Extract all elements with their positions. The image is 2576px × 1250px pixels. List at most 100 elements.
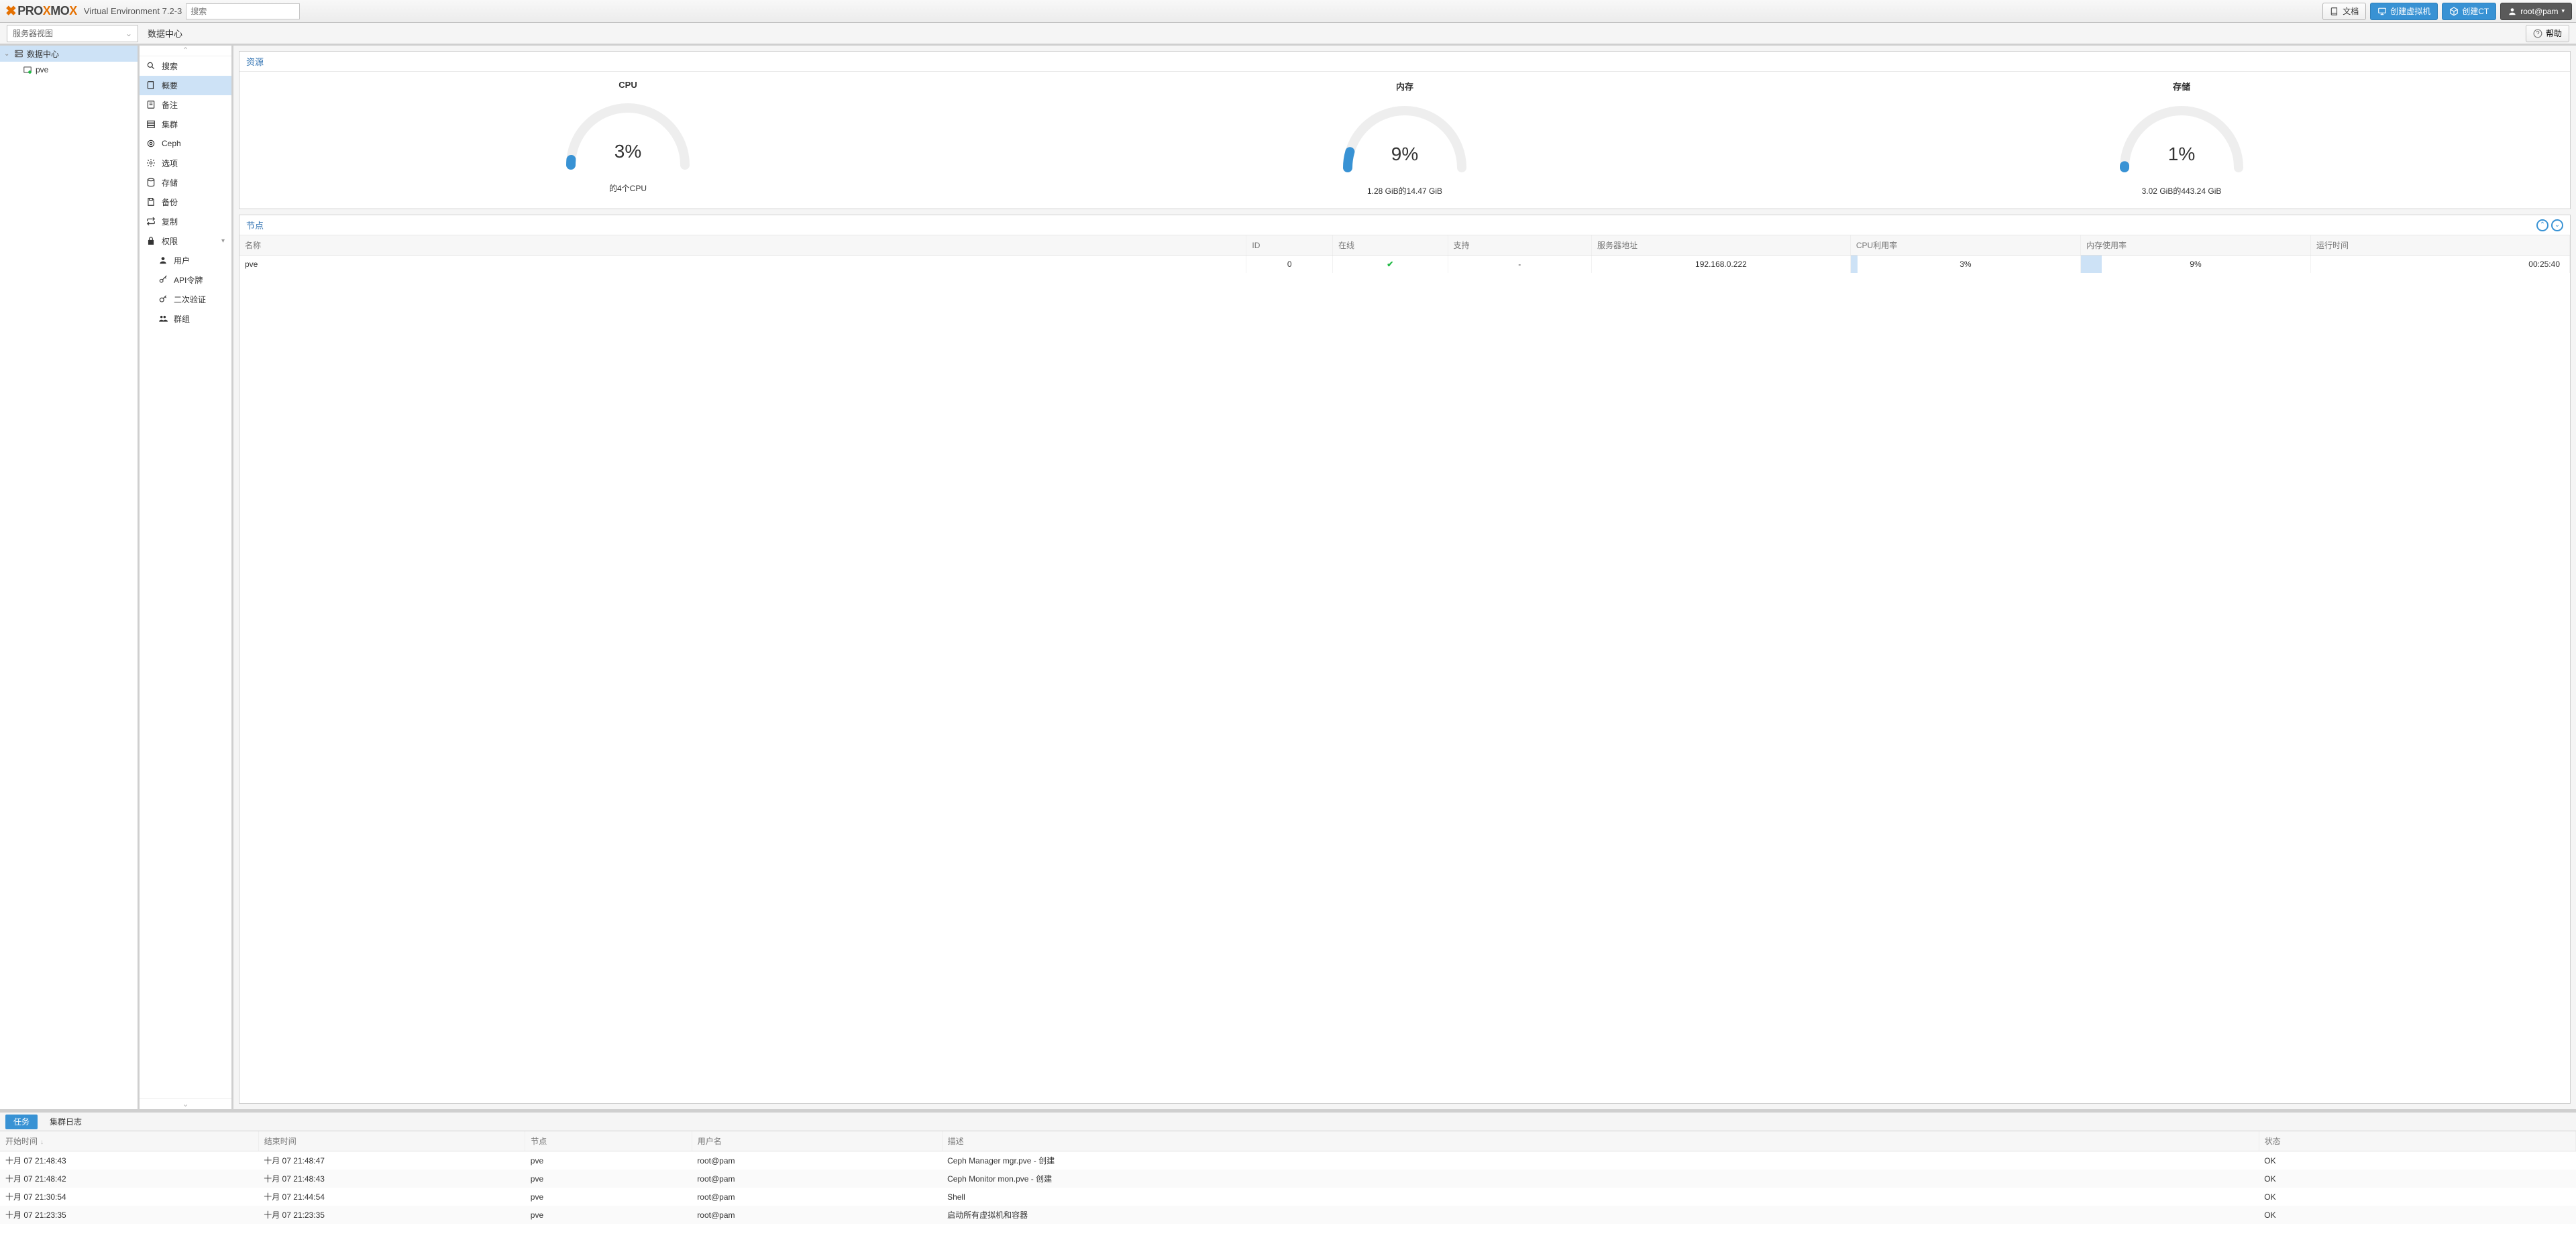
menu-item-label: 复制 — [162, 216, 178, 227]
lock-icon — [146, 236, 156, 246]
menu-item-label: 选项 — [162, 158, 178, 169]
logo: ✖ PROXMOX — [5, 3, 77, 19]
view-selector[interactable]: 服务器视图 ⌄ — [7, 25, 138, 42]
log-col-header[interactable]: 描述 — [942, 1131, 2259, 1151]
menu-item-group[interactable]: 群组 — [140, 309, 231, 329]
save-icon — [146, 197, 156, 207]
menu-item-label: API令牌 — [174, 274, 203, 286]
chevron-down-icon: ▾ — [2561, 7, 2565, 15]
breadcrumb-bar: 服务器视图 ⌄ 数据中心 帮助 — [0, 23, 2576, 46]
ceph-icon — [146, 139, 156, 149]
menu-item-note[interactable]: 备注 — [140, 95, 231, 115]
gauge-value: 3% — [614, 141, 641, 162]
check-icon: ✔ — [1387, 260, 1393, 269]
docs-button[interactable]: 文档 — [2322, 3, 2366, 20]
gauge-存储: 存储 1% 3.02 GiB的443.24 GiB — [1793, 72, 2570, 209]
menu-collapse-down[interactable]: ⌄ — [140, 1098, 231, 1109]
log-tab[interactable]: 任务 — [5, 1115, 38, 1129]
nodes-col-header[interactable]: 运行时间 — [2310, 235, 2569, 255]
nodes-col-header[interactable]: 支持 — [1448, 235, 1591, 255]
table-row[interactable]: 十月 07 21:23:35十月 07 21:23:35pveroot@pam启… — [0, 1206, 2576, 1224]
gauge-subtitle: 1.28 GiB的14.47 GiB — [1367, 185, 1442, 196]
table-row[interactable]: 十月 07 21:48:42十月 07 21:48:43pveroot@pamC… — [0, 1170, 2576, 1188]
nodes-table: 名称ID在线支持服务器地址CPU利用率内存使用率运行时间 pve 0 ✔ - 1… — [239, 235, 2570, 273]
menu-item-label: 群组 — [174, 313, 190, 325]
nodes-col-header[interactable]: 服务器地址 — [1591, 235, 1850, 255]
resources-panel-header: 资源 — [239, 52, 2570, 72]
menu-item-key[interactable]: API令牌 — [140, 270, 231, 290]
menu-item-repl[interactable]: 复制 — [140, 212, 231, 231]
node-icon — [23, 65, 32, 74]
page-title: 数据中心 — [148, 27, 182, 40]
book-icon — [2330, 7, 2339, 16]
menu-item-book[interactable]: 概要 — [140, 76, 231, 95]
menu-item-label: 存储 — [162, 177, 178, 188]
collapse-down-icon[interactable]: ⌄ — [2551, 219, 2563, 231]
gauge-value: 1% — [2168, 144, 2195, 165]
menu-item-label: 二次验证 — [174, 294, 206, 305]
top-toolbar: ✖ PROXMOX Virtual Environment 7.2-3 文档 创… — [0, 0, 2576, 23]
db-icon — [146, 178, 156, 188]
content-area: 资源 CPU 3% 的4个CPU 内存 9% 1.28 GiB的14.47 Gi… — [233, 46, 2576, 1109]
collapse-up-icon[interactable]: ⌃ — [2536, 219, 2548, 231]
menu-item-search[interactable]: 搜索 — [140, 56, 231, 76]
nodes-col-header[interactable]: ID — [1246, 235, 1333, 255]
menu-item-label: 备注 — [162, 99, 178, 111]
note-icon — [146, 100, 156, 110]
book-icon — [146, 80, 156, 91]
nodes-col-header[interactable]: CPU利用率 — [1850, 235, 2080, 255]
tfa-icon — [158, 294, 168, 304]
gauge-subtitle: 3.02 GiB的443.24 GiB — [2142, 185, 2222, 196]
group-icon — [158, 314, 168, 324]
log-tab[interactable]: 集群日志 — [42, 1115, 90, 1129]
log-col-header[interactable]: 用户名 — [692, 1131, 942, 1151]
menu-item-user[interactable]: 用户 — [140, 251, 231, 270]
resource-tree: ⌄ 数据中心 pve — [0, 46, 140, 1109]
tree-root-datacenter[interactable]: ⌄ 数据中心 — [0, 46, 138, 62]
menu-item-gear[interactable]: 选项 — [140, 154, 231, 173]
nodes-col-header[interactable]: 名称 — [239, 235, 1246, 255]
nodes-panel: 节点 ⌃ ⌄ 名称ID在线支持服务器地址CPU利用率内存使用率运行时间 pve … — [239, 215, 2571, 1104]
chevron-down-icon: ▾ — [221, 237, 225, 245]
log-tabs: 任务集群日志 — [0, 1113, 2576, 1131]
table-row[interactable]: pve 0 ✔ - 192.168.0.222 3% 9% 00:25:40 — [239, 255, 2570, 274]
menu-item-label: 权限 — [162, 235, 178, 247]
help-icon — [2533, 29, 2542, 38]
menu-item-label: 概要 — [162, 80, 178, 91]
server-icon — [14, 49, 23, 58]
log-col-header[interactable]: 开始时间↓ — [0, 1131, 258, 1151]
table-row[interactable]: 十月 07 21:30:54十月 07 21:44:54pveroot@pamS… — [0, 1188, 2576, 1206]
user-icon — [2508, 7, 2517, 16]
menu-item-save[interactable]: 备份 — [140, 192, 231, 212]
task-log-panel: 任务集群日志 开始时间↓结束时间节点用户名描述状态 十月 07 21:48:43… — [0, 1109, 2576, 1250]
create-ct-button[interactable]: 创建CT — [2442, 3, 2496, 20]
repl-icon — [146, 217, 156, 227]
menu-item-lock[interactable]: 权限 ▾ — [140, 231, 231, 251]
table-row[interactable]: 十月 07 21:48:43十月 07 21:48:47pveroot@pamC… — [0, 1151, 2576, 1170]
tree-node-pve[interactable]: pve — [0, 62, 138, 78]
nodes-col-header[interactable]: 在线 — [1333, 235, 1448, 255]
log-col-header[interactable]: 状态 — [2259, 1131, 2575, 1151]
gauge-title: CPU — [619, 80, 637, 90]
gauge-subtitle: 的4个CPU — [609, 182, 647, 194]
log-col-header[interactable]: 结束时间 — [258, 1131, 525, 1151]
gauge-value: 9% — [1391, 144, 1418, 165]
menu-item-tfa[interactable]: 二次验证 — [140, 290, 231, 309]
cube-icon — [2449, 7, 2459, 16]
global-search-input[interactable] — [186, 3, 300, 19]
log-col-header[interactable]: 节点 — [525, 1131, 692, 1151]
create-vm-button[interactable]: 创建虚拟机 — [2370, 3, 2438, 20]
menu-item-cluster[interactable]: 集群 — [140, 115, 231, 134]
task-log-table: 开始时间↓结束时间节点用户名描述状态 十月 07 21:48:43十月 07 2… — [0, 1131, 2576, 1224]
help-button[interactable]: 帮助 — [2526, 25, 2569, 42]
gauge-内存: 内存 9% 1.28 GiB的14.47 GiB — [1016, 72, 1793, 209]
gauge-title: 内存 — [1396, 80, 1413, 93]
gauge-title: 存储 — [2173, 80, 2190, 93]
logo-x-icon: ✖ — [5, 3, 16, 19]
menu-item-db[interactable]: 存储 — [140, 173, 231, 192]
nodes-col-header[interactable]: 内存使用率 — [2080, 235, 2310, 255]
menu-item-ceph[interactable]: Ceph — [140, 134, 231, 154]
menu-collapse-up[interactable]: ⌃ — [140, 46, 231, 56]
user-menu-button[interactable]: root@pam ▾ — [2500, 3, 2572, 20]
section-menu: ⌃ 搜索概要备注集群Ceph 选项存储备份复制权限 ▾ 用户 API令牌二次验证群组 ⌄ — [140, 46, 233, 1109]
